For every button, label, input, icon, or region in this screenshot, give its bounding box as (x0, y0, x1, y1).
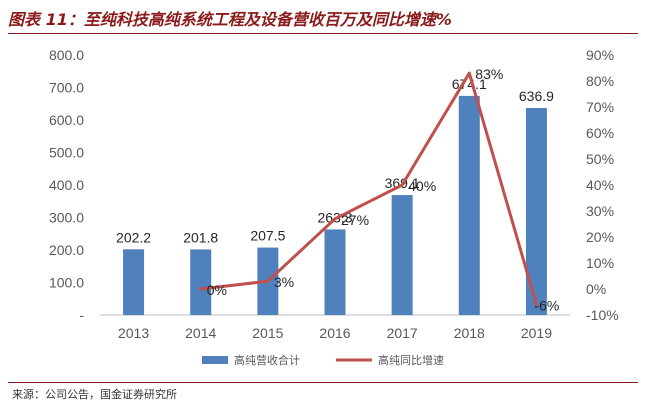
growth-value-label: 0% (207, 282, 227, 298)
left-y-tick-label: 300.0 (49, 210, 84, 226)
right-y-tick-label: -10% (586, 307, 619, 323)
growth-point (534, 303, 538, 307)
growth-point (199, 287, 203, 291)
right-y-tick-label: 30% (586, 203, 614, 219)
line-data-labels: 0% 3% 27% 40% 83% -6% (207, 66, 560, 313)
right-y-tick-label: 70% (586, 99, 614, 115)
x-tick-label: 2016 (319, 325, 350, 341)
x-tick-label: 2017 (387, 325, 418, 341)
bar-value-label: 636.9 (519, 88, 554, 104)
left-y-tick-label: 600.0 (49, 112, 84, 128)
right-y-tick-label: 90% (586, 47, 614, 63)
source-divider (8, 382, 638, 383)
right-y-tick-label: 60% (586, 125, 614, 141)
chart-title: 图表 11：至纯科技高纯系统工程及设备营收百万及同比增速% (8, 10, 452, 29)
bar (458, 95, 480, 315)
bar-series (123, 95, 547, 315)
bar (324, 229, 346, 315)
growth-value-label: 40% (408, 178, 436, 194)
legend: 高纯营收合计 高纯同比增速 (202, 353, 444, 367)
right-y-tick-label: 40% (586, 177, 614, 193)
x-tick-label: 2014 (185, 325, 216, 341)
right-y-tick-label: 0% (586, 281, 606, 297)
legend-bar-swatch (202, 356, 228, 364)
growth-point (467, 71, 471, 75)
left-y-tick-label: 700.0 (49, 80, 84, 96)
combo-chart: - 100.0 200.0 300.0 400.0 500.0 600.0 700.0 800.… (49, 47, 619, 367)
growth-point (266, 279, 270, 283)
growth-value-label: 3% (274, 274, 294, 290)
bar (190, 249, 212, 315)
right-y-tick-label: 80% (586, 73, 614, 89)
left-y-tick-label: - (79, 307, 84, 323)
x-tick-label: 2019 (521, 325, 552, 341)
x-tick-label: 2015 (252, 325, 283, 341)
left-y-axis: - 100.0 200.0 300.0 400.0 500.0 600.0 700.0 800.… (49, 47, 84, 323)
left-y-tick-label: 400.0 (49, 177, 84, 193)
source-note: 来源：公司公告，国金证券研究所 (12, 388, 177, 401)
growth-point (400, 183, 404, 187)
right-y-axis: -10% 0% 10% 20% 30% 40% 50% 60% 70% 80% 90% (586, 47, 619, 323)
legend-line-label: 高纯同比增速 (378, 353, 444, 367)
bar (123, 249, 145, 315)
growth-value-label: 83% (475, 66, 503, 82)
line-series (199, 71, 538, 307)
left-y-tick-label: 500.0 (49, 145, 84, 161)
growth-point (333, 217, 337, 221)
x-tick-label: 2013 (118, 325, 149, 341)
right-y-tick-label: 10% (586, 255, 614, 271)
left-y-tick-label: 200.0 (49, 242, 84, 258)
title-divider (8, 33, 638, 34)
x-axis: 2013 2014 2015 2016 2017 2018 2019 (100, 314, 570, 341)
left-y-tick-label: 100.0 (49, 275, 84, 291)
bar-value-label: 201.8 (183, 229, 218, 245)
left-y-tick-label: 800.0 (49, 47, 84, 63)
bar-value-label: 202.2 (116, 229, 151, 245)
bar (525, 108, 547, 315)
growth-line (200, 71, 538, 306)
growth-value-label: -6% (534, 298, 559, 314)
x-tick-label: 2018 (454, 325, 485, 341)
bar-value-label: 207.5 (250, 228, 285, 244)
right-y-tick-label: 20% (586, 229, 614, 245)
bar (391, 195, 413, 315)
growth-value-label: 27% (341, 212, 369, 228)
right-y-tick-label: 50% (586, 151, 614, 167)
legend-bar-label: 高纯营收合计 (234, 353, 300, 367)
